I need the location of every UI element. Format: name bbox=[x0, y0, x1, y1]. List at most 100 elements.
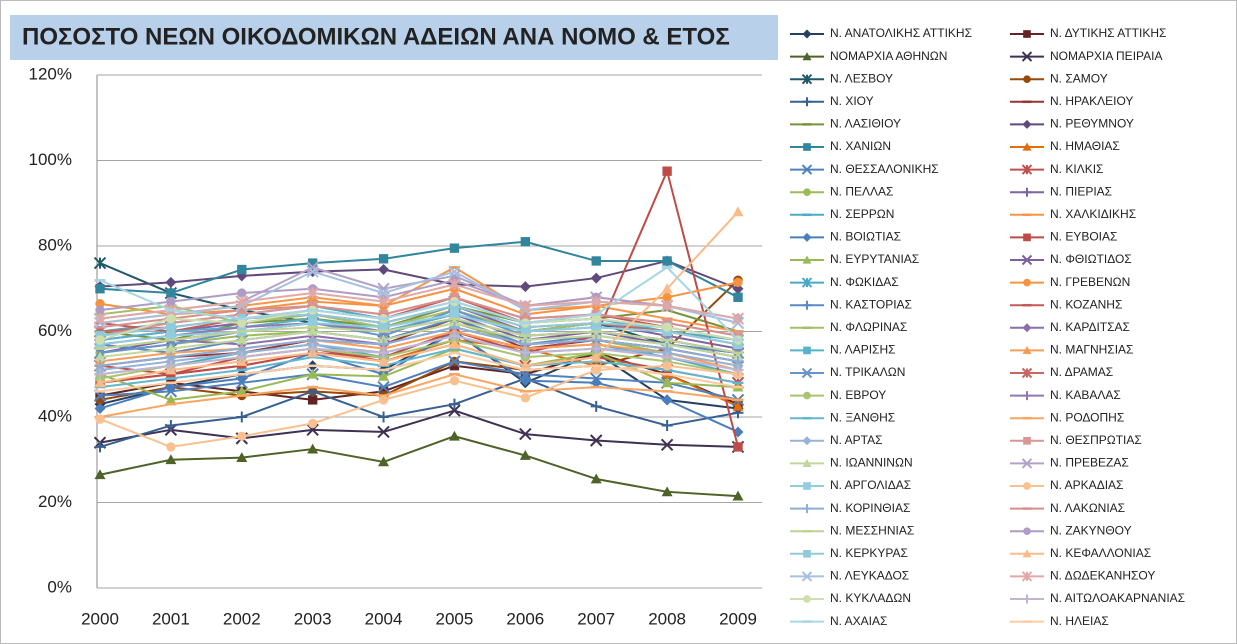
series-line bbox=[99, 409, 739, 448]
series-line bbox=[99, 266, 739, 341]
marker bbox=[590, 473, 602, 484]
marker bbox=[448, 330, 460, 342]
marker bbox=[662, 256, 672, 266]
marker bbox=[661, 377, 673, 388]
marker bbox=[662, 361, 672, 371]
marker bbox=[1023, 75, 1031, 84]
legend-label: Ν. ΚΟΡΙΝΘΙΑΣ bbox=[830, 501, 910, 515]
marker bbox=[732, 400, 744, 411]
marker bbox=[803, 482, 811, 490]
marker bbox=[236, 373, 248, 385]
marker bbox=[378, 347, 390, 359]
marker bbox=[377, 425, 390, 439]
legend-label: Ν. ΦΛΩΡΙΝΑΣ bbox=[830, 320, 907, 334]
marker bbox=[802, 29, 812, 39]
legend-label: Ν. ΛΕΣΒΟΥ bbox=[830, 71, 893, 85]
legend-label: Ν. ΚΑΣΤΟΡΙΑΣ bbox=[830, 297, 912, 311]
marker bbox=[307, 258, 318, 268]
marker bbox=[519, 360, 531, 371]
marker bbox=[802, 255, 812, 264]
marker bbox=[95, 284, 105, 294]
marker bbox=[803, 143, 811, 151]
legend: Ν. ΑΝΑΤΟΛΙΚΗΣ ΑΤΤΙΚΗΣ Ν. ΔΥΤΙΚΗΣ ΑΤΤΙΚΗΣ Ν… bbox=[790, 26, 1185, 628]
marker bbox=[802, 436, 812, 446]
legend-label: Ν. ΚΕΡΚΥΡΑΣ bbox=[830, 546, 908, 560]
marker bbox=[166, 296, 176, 307]
marker bbox=[591, 256, 601, 266]
marker bbox=[1022, 119, 1032, 129]
legend-label: Ν. ΠΡΕΒΕΖΑΣ bbox=[1050, 456, 1129, 470]
marker bbox=[732, 364, 744, 376]
series-line bbox=[99, 283, 739, 320]
marker bbox=[802, 458, 812, 467]
legend-label: Ν. ΛΑΡΙΣΗΣ bbox=[830, 343, 896, 357]
marker bbox=[448, 398, 460, 410]
marker bbox=[519, 375, 531, 387]
legend-label: Ν. ΚΥΚΛΑΔΩΝ bbox=[830, 591, 911, 605]
marker bbox=[519, 347, 531, 359]
legend-label: Ν. ΑΡΤΑΣ bbox=[830, 433, 883, 447]
marker bbox=[235, 295, 248, 308]
marker bbox=[306, 265, 319, 278]
marker bbox=[306, 286, 319, 300]
marker bbox=[94, 402, 106, 414]
marker bbox=[378, 254, 389, 264]
marker bbox=[307, 318, 318, 328]
legend-label: Ν. ΣΕΡΡΩΝ bbox=[830, 207, 894, 221]
marker bbox=[519, 299, 532, 313]
marker bbox=[661, 420, 673, 432]
marker bbox=[378, 264, 390, 276]
legend-label: Ν. ΓΡΕΒΕΝΩΝ bbox=[1050, 275, 1130, 289]
legend-label: Ν. ΘΕΣΣΑΛΟΝΙΚΗΣ bbox=[830, 162, 939, 176]
marker bbox=[733, 277, 743, 288]
legend-label: Ν. ΑΡΚΑΔΙΑΣ bbox=[1050, 478, 1123, 492]
marker bbox=[1021, 51, 1033, 62]
marker bbox=[590, 351, 602, 362]
series-line bbox=[99, 373, 739, 418]
marker bbox=[1021, 254, 1033, 266]
marker bbox=[307, 326, 319, 336]
marker bbox=[165, 276, 177, 288]
marker bbox=[307, 443, 319, 454]
marker bbox=[93, 312, 107, 325]
x-tick-label: 2003 bbox=[294, 609, 332, 628]
marker bbox=[801, 367, 813, 379]
series-line bbox=[99, 326, 739, 367]
marker bbox=[661, 351, 673, 363]
marker bbox=[378, 370, 390, 381]
legend-label: Ν. ΣΑΜΟΥ bbox=[1050, 71, 1108, 85]
legend-label: Ν. ΔΥΤΙΚΗΣ ΑΤΤΙΚΗΣ bbox=[1050, 26, 1166, 40]
y-tick-label: 0% bbox=[47, 577, 72, 596]
marker bbox=[378, 395, 389, 405]
marker bbox=[237, 318, 247, 328]
series-line bbox=[99, 296, 739, 342]
marker bbox=[236, 411, 248, 423]
legend-label: Ν. ΗΛΕΙΑΣ bbox=[1050, 614, 1109, 628]
marker bbox=[237, 431, 247, 441]
marker bbox=[662, 292, 672, 302]
x-tick-label: 2009 bbox=[719, 609, 757, 628]
marker bbox=[307, 418, 318, 429]
marker bbox=[307, 368, 319, 379]
legend-label: Ν. ΚΑΡΔΙΤΣΑΣ bbox=[1050, 320, 1130, 334]
series-line bbox=[99, 321, 739, 359]
legend-label: Ν. ΑΝΑΤΟΛΙΚΗΣ ΑΤΤΙΚΗΣ bbox=[830, 26, 972, 40]
y-tick-label: 100% bbox=[29, 150, 72, 169]
marker bbox=[1021, 367, 1033, 379]
series-line bbox=[99, 334, 739, 376]
y-tick-label: 40% bbox=[38, 406, 72, 425]
series-line bbox=[99, 317, 739, 354]
marker bbox=[591, 314, 601, 324]
marker bbox=[733, 292, 743, 302]
legend-label: Ν. ΦΩΚΙΔΑΣ bbox=[830, 275, 899, 289]
legend-label: Ν. ΠΕΛΛΑΣ bbox=[830, 184, 893, 198]
marker bbox=[165, 381, 177, 393]
marker bbox=[590, 434, 603, 447]
series-line bbox=[99, 364, 739, 448]
legend-label: Ν. ΠΙΕΡΙΑΣ bbox=[1050, 184, 1112, 198]
marker bbox=[166, 322, 176, 332]
marker bbox=[591, 365, 601, 375]
marker bbox=[448, 265, 461, 278]
marker bbox=[1022, 391, 1032, 401]
